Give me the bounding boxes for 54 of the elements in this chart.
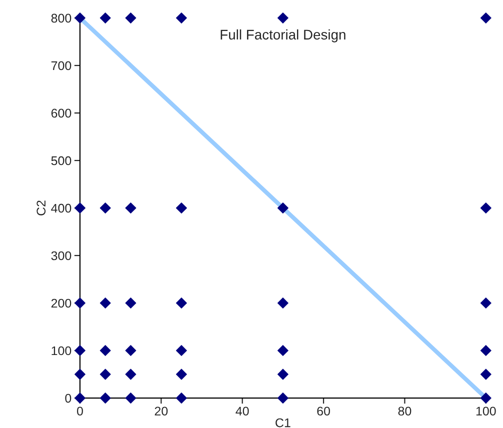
point [277, 202, 288, 214]
y-tick-label: 400 [51, 204, 72, 213]
point [125, 298, 136, 309]
point [74, 392, 86, 404]
point [100, 202, 111, 214]
point [74, 298, 86, 309]
point [100, 392, 111, 404]
point [480, 368, 492, 380]
x-axis-title: C1 [276, 418, 290, 428]
point [176, 368, 187, 380]
y-tick-label: 600 [51, 108, 72, 118]
point [100, 345, 111, 356]
y-tick-label: 300 [51, 251, 72, 260]
point [277, 345, 288, 356]
text: Full Factorial Design [220, 29, 346, 42]
x-tick-label: 80 [398, 406, 412, 416]
point [100, 368, 111, 380]
y-tick-label: 0 [65, 394, 72, 403]
y-tick-label: 800 [51, 14, 72, 23]
point [125, 392, 136, 404]
point [480, 12, 492, 24]
point [277, 12, 288, 24]
point [277, 298, 288, 309]
point [100, 298, 111, 309]
x-tick-label: 0 [76, 406, 83, 416]
point [277, 392, 288, 404]
point [176, 12, 187, 24]
point [125, 345, 136, 356]
point [480, 392, 492, 404]
point [176, 345, 187, 356]
y-tick-label: 100 [52, 346, 72, 356]
point [125, 12, 136, 24]
point [480, 202, 492, 214]
point [125, 368, 136, 380]
x-tick-label: 40 [236, 406, 249, 416]
x-tick-label: 20 [154, 406, 168, 416]
point [74, 202, 86, 214]
y-tick-label: 200 [51, 298, 72, 308]
y-tick-label: 700 [51, 61, 72, 70]
point [74, 368, 86, 380]
y-axis-title: C2 [36, 200, 46, 216]
point [74, 345, 86, 356]
point [74, 12, 86, 24]
x-tick-label: 100 [476, 406, 496, 416]
point [125, 202, 136, 214]
point [480, 345, 492, 356]
point [176, 202, 187, 214]
point [277, 368, 288, 380]
point [100, 12, 111, 24]
point [176, 392, 187, 404]
point [176, 298, 187, 309]
x-tick-label: 60 [317, 406, 330, 416]
y-tick-label: 500 [51, 156, 72, 166]
point [480, 298, 492, 309]
